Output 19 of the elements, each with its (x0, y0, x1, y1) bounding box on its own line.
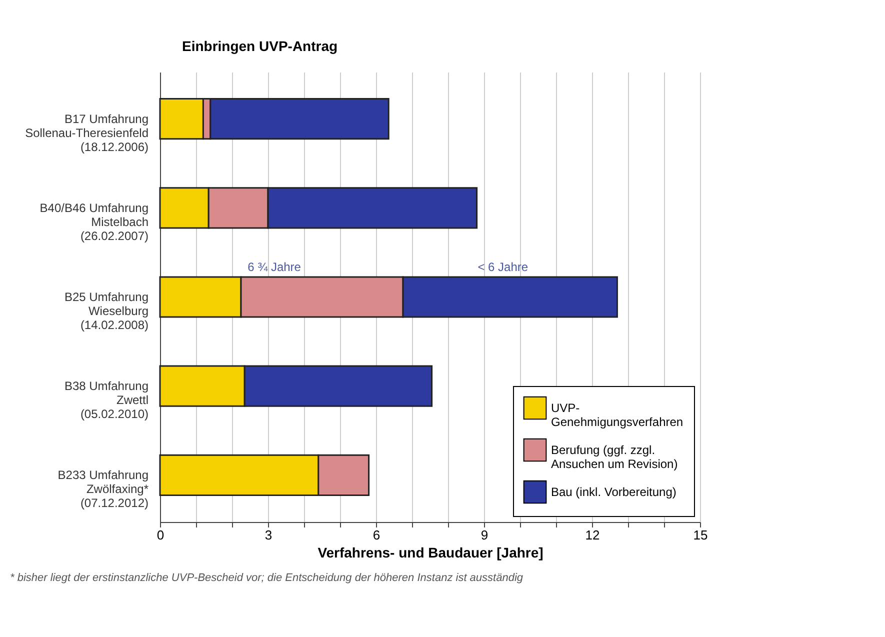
legend-label: Berufung (ggf. zzgl. Ansuchen um Revision) (551, 443, 678, 471)
x-tick-label: 6 (372, 528, 380, 542)
y-tick-label: B38 Umfahrung Zwettl (05.02.2010) (64, 379, 148, 422)
y-tick-label: B17 Umfahrung Sollenau-Theresienfeld (18.12.2006) (25, 112, 148, 154)
annotation: < 6 Jahre (478, 260, 528, 274)
x-tick-label: 3 (264, 528, 272, 542)
legend-label: Bau (inkl. Vorbereitung) (551, 485, 676, 499)
text: Einbringen UVP-Antrag (182, 38, 338, 54)
annotation: 6 ¾ Jahre (248, 260, 302, 274)
legend-label: UVP-Genehmigungsverfahren (551, 401, 684, 429)
x-tick-label: 0 (156, 528, 164, 542)
x-tick-label: 15 (693, 528, 708, 542)
x-tick-label: 9 (480, 528, 488, 542)
x-axis-title: Verfahrens- und Baudauer [Jahre] (318, 544, 544, 560)
y-tick-label: B40/B46 Umfahrung Mistelbach (26.02.2007) (40, 200, 148, 243)
x-tick-label: 12 (585, 528, 600, 542)
y-tick-label: B25 Umfahrung Wieselburg (14.02.2008) (64, 290, 148, 332)
text: * bisher liegt der erstinstanzliche UVP-Bescheid vor; die Entscheidung der höheren Instanz ist ausständig (10, 572, 524, 584)
y-tick-label: B233 Umfahrung Zwölfaxing* (07.12.2012) (58, 468, 149, 510)
